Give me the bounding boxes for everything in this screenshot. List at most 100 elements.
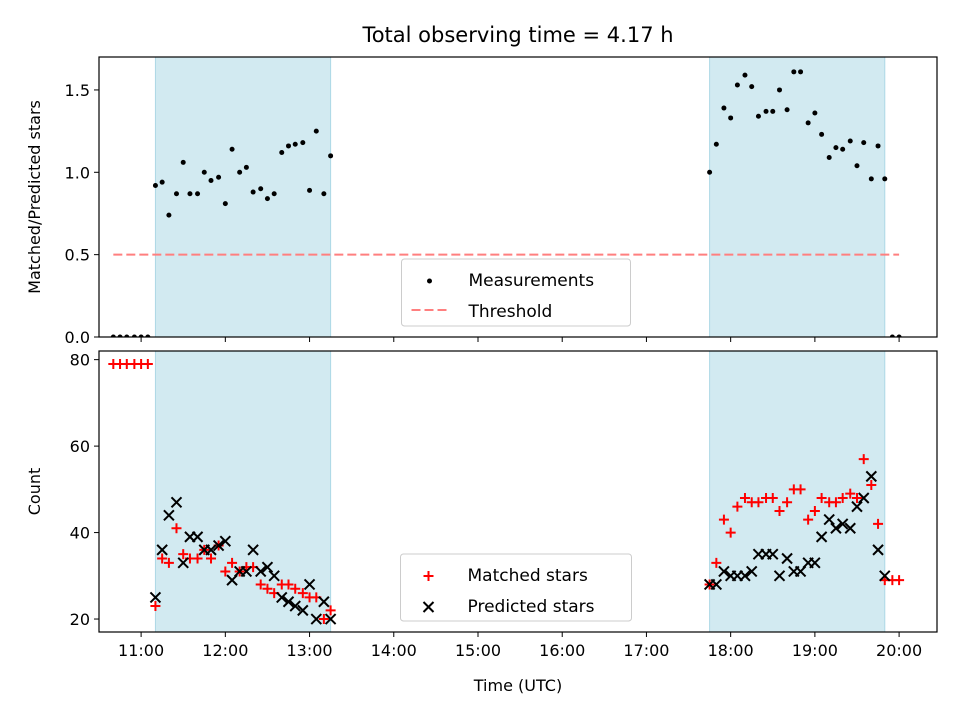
- panel2-series-0-point-51-shape: [837, 492, 848, 503]
- panel2-series-1-point-28: [718, 565, 730, 578]
- panel1-series-0-point-43: [784, 107, 790, 113]
- panel1-series-0-point-26: [292, 141, 298, 147]
- panel1-series-0-point-10-shape: [180, 159, 186, 165]
- panel2-series-1-point-9: [212, 539, 225, 552]
- panel2-series-0-point-54: [858, 454, 869, 465]
- panel1-series-0-point-53-shape: [854, 163, 860, 169]
- panel2-series-0-point-54-shape: [858, 454, 869, 465]
- panel2-series-1-point-41-shape: [809, 557, 821, 569]
- panel2-series-0-point-59-shape: [894, 575, 905, 586]
- panel2-series-0-point-5-shape: [142, 358, 153, 369]
- panel2-series-1-point-23: [310, 613, 322, 625]
- panel2-series-1-point-14-shape: [247, 544, 259, 556]
- panel2-series-1-point-28-shape: [718, 565, 730, 578]
- panel1-shaded-interval-0: [154, 56, 332, 338]
- panel2-xtick-label-1: 12:00: [202, 641, 248, 660]
- panel1-series-0-point-14: [208, 178, 214, 184]
- panel1-series-0-point-17-shape: [229, 146, 235, 152]
- panel2-series-1-point-17-shape: [268, 570, 280, 582]
- panel2-series-1-point-10: [219, 535, 232, 547]
- panel2-series-1-point-48: [858, 492, 870, 504]
- panel1-legend-box: [401, 258, 631, 327]
- panel2-series-0-point-27: [297, 588, 308, 599]
- panel2-series-0-point-34-shape: [718, 514, 729, 525]
- panel2-series-0-point-6: [150, 601, 161, 612]
- panel1-series-0-point-35: [728, 115, 734, 121]
- panel1-series-0-point-44-shape: [791, 69, 797, 75]
- panel1-series-0-point-21: [258, 186, 264, 192]
- panel2-series-1-point-21: [297, 604, 309, 617]
- panel2-series-0-point-10-shape: [178, 549, 189, 560]
- panel2-xtick-label-5: 16:00: [539, 641, 585, 660]
- panel2-series-1-point-23-shape: [310, 613, 322, 625]
- panel1-series-0-point-12-shape: [195, 191, 201, 197]
- panel1-series-0-point-49-shape: [826, 154, 832, 160]
- panel2-series-0-point-21-shape: [255, 579, 266, 590]
- panel2-series-1-point-15: [254, 565, 267, 578]
- panel2-series-1-point-24-shape: [318, 596, 330, 608]
- panel2-series-1-point-24: [318, 596, 330, 608]
- panel2-series-1-point-18: [276, 591, 288, 604]
- panel2-legend-label-1: Predicted stars: [468, 597, 595, 617]
- panel1-series-0-point-37: [742, 72, 748, 78]
- panel1-series-0-point-4-shape: [138, 334, 144, 337]
- panel1-legend: Measurements Threshold: [401, 258, 631, 327]
- panel1-series-0-point-3-shape: [131, 334, 137, 337]
- panel1-ylabel: Matched/Predicted stars: [25, 100, 44, 294]
- panel2-series-0-point-55-shape: [866, 480, 877, 491]
- panel1-series-0-point-51-shape: [840, 146, 846, 152]
- panel2-series-1-point-16-shape: [261, 561, 274, 573]
- panel2-series-0-point-46: [803, 514, 814, 525]
- panel1-series-0-point-48-shape: [819, 131, 825, 137]
- panel1-legend-swatch-0: [427, 278, 432, 284]
- panel2-series-0-point-39-shape: [753, 497, 764, 508]
- panel2-series-1-point-36-shape: [773, 570, 786, 582]
- panel2-series-1-point-47: [851, 500, 863, 513]
- panel2-legend-box: [400, 553, 632, 622]
- panel1-series-0-point-1-shape: [117, 334, 123, 337]
- panel1-series-0-point-11-shape: [187, 191, 193, 197]
- panel2-legend-swatch-0: [423, 571, 434, 581]
- panel2-series-1: [149, 470, 891, 625]
- panel1-series-0-point-16: [222, 201, 228, 207]
- panel1-series-0-point-36: [734, 82, 740, 88]
- panel1-series-0-point-46-shape: [805, 120, 811, 126]
- panel2-series-0-point-37-shape: [739, 492, 750, 503]
- panel1-series-0-point-42-shape: [777, 87, 783, 93]
- panel2-series-0-point-56-shape: [873, 518, 884, 529]
- panel2-series-1-point-1: [156, 544, 168, 556]
- panel2-series-0-point-59: [894, 575, 905, 586]
- panel2-series-0-point-7-shape: [157, 553, 168, 564]
- panel2-series-0-point-9-shape: [171, 523, 182, 534]
- panel1-series-0-point-20-shape: [250, 189, 256, 195]
- panel1-series-0-point-34: [721, 105, 727, 111]
- panel2-series-1-point-46: [844, 522, 856, 534]
- panel2-series-0-point-8-shape: [163, 557, 174, 568]
- panel1-series-0-point-40-shape: [763, 108, 769, 114]
- panel1-series-0-point-50-shape: [833, 145, 839, 151]
- panel1-ytick-label-0: 0.0: [65, 328, 90, 347]
- panel1-series-0-point-47: [812, 110, 818, 116]
- panel1-series-0-point-46: [805, 120, 811, 126]
- panel2-series-0-point-55: [866, 480, 877, 491]
- panel2-series-1-point-25: [324, 613, 337, 625]
- panel1-series-0-point-5: [145, 334, 151, 337]
- panel1-series-0-point-1: [117, 334, 123, 337]
- panel1-series-0-point-0: [110, 334, 116, 337]
- panel2-series-0-point-52-shape: [845, 488, 856, 499]
- panel1-series-0-point-24-shape: [279, 150, 285, 156]
- panel2-series-0-point-17: [227, 557, 238, 568]
- panel2-series-1-point-32: [746, 565, 758, 578]
- panel2-series-0-point-45: [795, 484, 806, 495]
- panel1-series-0-point-28-shape: [307, 187, 313, 193]
- panel2-xtick-label-6: 17:00: [623, 641, 669, 660]
- panel2-series-0-point-6-shape: [150, 601, 161, 612]
- panel1-series-0-point-40: [763, 108, 769, 114]
- panel1-series-0-point-49: [826, 154, 832, 160]
- panel2-series-1-point-2: [163, 509, 175, 521]
- panel2-series-0-point-12: [192, 553, 203, 564]
- panel2-xtick-label-9: 20:00: [876, 641, 922, 660]
- panel2-series-1-point-8-shape: [205, 544, 217, 556]
- panel2-series-0: [108, 358, 905, 625]
